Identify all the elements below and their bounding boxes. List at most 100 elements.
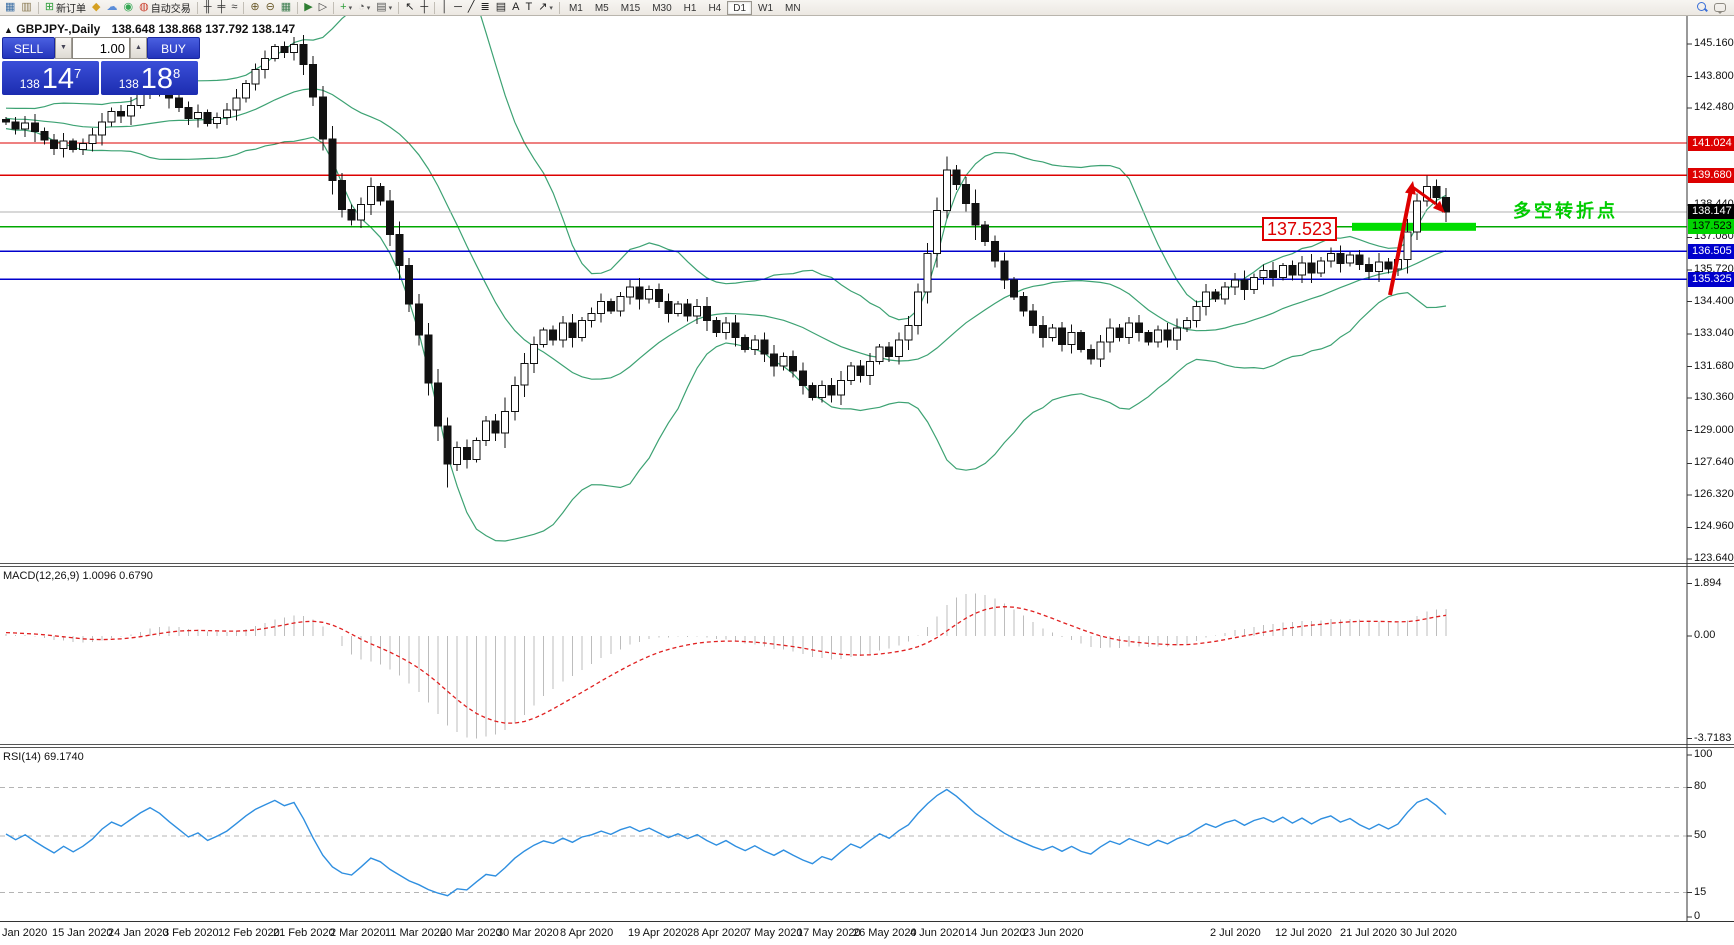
new-order-button-label: 新订单 <box>56 4 87 15</box>
candlestick-chart-icon[interactable]: ╪ <box>215 0 229 15</box>
candle-bear <box>434 382 442 427</box>
sell-price-box[interactable]: 138 14 7 <box>2 61 99 95</box>
candle-bear <box>962 183 970 204</box>
channel-icon: ▤ <box>495 1 507 13</box>
add-indicator-button[interactable]: + ▾ <box>337 0 355 15</box>
pivot-annotation-text[interactable]: 多空转折点 <box>1513 201 1618 221</box>
crosshair-icon[interactable]: ┼ <box>417 0 431 15</box>
candle-bull <box>837 380 846 396</box>
candle-bear <box>1038 324 1047 338</box>
auto-trading-button-label: 自动交易 <box>150 4 191 15</box>
signals-icon[interactable]: ◉ <box>121 0 137 15</box>
candle-bear <box>386 200 394 235</box>
templates-button[interactable]: ▤ ▾ <box>373 0 395 15</box>
rsi-tick-label: 100 <box>1694 748 1713 760</box>
buy-price-box[interactable]: 138 18 8 <box>101 61 198 95</box>
date-tick-label: 2 Jul 2020 <box>1210 927 1261 939</box>
one-click-trading-panel: SELL ▼ ▲ BUY 138 14 7 138 18 8 <box>2 37 200 95</box>
candle-bear <box>770 353 778 367</box>
timeframe-h4[interactable]: H4 <box>708 2 722 14</box>
dropdown-arrow-icon[interactable]: ▾ <box>348 4 353 12</box>
timeframe-mn[interactable]: MN <box>785 2 801 14</box>
bar-chart-icon[interactable]: ╫ <box>201 0 215 15</box>
timeframe-d1[interactable]: D1 <box>727 0 753 15</box>
volume-decrease-button[interactable]: ▼ <box>55 37 72 59</box>
sell-button[interactable]: SELL <box>2 37 55 59</box>
styler-icon[interactable]: ◆ <box>89 0 103 15</box>
styler-icon: ◆ <box>92 1 101 13</box>
cursor-icon[interactable]: ↖ <box>402 0 417 15</box>
zoom-out-icon[interactable]: ⊖ <box>263 0 278 15</box>
sell-price-sup: 7 <box>74 66 82 81</box>
dropdown-arrow-icon[interactable]: ▾ <box>549 4 553 12</box>
timeframe-m1[interactable]: M1 <box>568 2 583 14</box>
dropdown-arrow-icon[interactable]: ▾ <box>388 4 393 12</box>
periods-button[interactable]: ◔ ▾ <box>355 0 373 15</box>
text-label-icon[interactable]: T <box>522 0 535 15</box>
candle-bull <box>21 122 30 130</box>
timeframe-w1[interactable]: W1 <box>758 2 774 14</box>
timeframe-h1[interactable]: H1 <box>683 2 697 14</box>
volume-increase-button[interactable]: ▲ <box>130 37 147 59</box>
price-tick-label: 143.800 <box>1694 69 1734 82</box>
price-level-tag[interactable]: 137.523 <box>1262 217 1337 241</box>
toolbar-separator <box>558 1 560 14</box>
sell-price-big: 14 <box>41 63 75 95</box>
toolbar-separator <box>196 1 198 14</box>
timeframe-m15[interactable]: M15 <box>620 2 641 14</box>
toolbar-separator <box>37 1 39 14</box>
search-icon[interactable] <box>1697 2 1708 13</box>
candle-bull <box>894 339 903 358</box>
fibonacci-icon[interactable]: ≣ <box>478 0 493 15</box>
charts-window-icon[interactable]: ▦ <box>2 0 18 15</box>
candle-bull <box>366 186 375 206</box>
horizontal-line-icon[interactable]: ─ <box>451 0 465 15</box>
candle-bear <box>309 64 318 98</box>
dropdown-arrow-icon[interactable]: ▾ <box>366 4 371 12</box>
date-tick-label: 19 Apr 2020 <box>628 927 688 939</box>
candle-bull <box>510 384 519 413</box>
date-tick-label: 28 Apr 2020 <box>687 927 747 939</box>
macd-signal-line <box>5 606 1447 724</box>
volume-input[interactable] <box>72 37 130 59</box>
preview-icon: ▥ <box>21 1 32 13</box>
mql5-community-icon[interactable]: ☁ <box>104 0 121 15</box>
preview-icon[interactable]: ▥ <box>18 0 34 15</box>
zoom-in-icon[interactable]: ⊕ <box>247 0 262 15</box>
trend-arrow-annotation[interactable] <box>1388 181 1445 296</box>
candle-bear <box>798 370 807 386</box>
timeframe-m30[interactable]: M30 <box>652 2 672 14</box>
price-tick-label: 126.320 <box>1694 487 1734 500</box>
zoom-in-icon: ⊕ <box>250 1 260 13</box>
arrow-objects-icon[interactable]: ↗ ▾ <box>535 0 556 15</box>
candle-bull <box>722 322 730 334</box>
timeframe-m5[interactable]: M5 <box>594 2 609 14</box>
candle-bear <box>1307 262 1316 274</box>
text-icon[interactable]: A <box>509 0 522 15</box>
candle-bear <box>2 119 10 123</box>
collapse-arrow-icon[interactable]: ▲ <box>4 25 13 35</box>
candle-bull <box>1192 305 1201 322</box>
candle-bear <box>1288 265 1297 276</box>
candle-bull <box>578 320 586 339</box>
auto-scroll-icon[interactable]: ▶ <box>301 0 315 15</box>
channel-icon[interactable]: ▤ <box>493 0 509 15</box>
candle-bear <box>443 425 452 465</box>
buy-button[interactable]: BUY <box>147 37 200 59</box>
candle-bear <box>184 107 193 119</box>
chart-shift-icon[interactable]: ▷ <box>316 0 330 15</box>
new-order-button[interactable]: ⊞ 新订单 <box>42 0 89 15</box>
trend-line-icon[interactable]: ╱ <box>465 0 478 15</box>
chat-icon[interactable] <box>1714 3 1726 14</box>
candle-bull <box>1154 329 1162 343</box>
auto-trading-button[interactable]: ◍ 自动交易 <box>136 0 194 15</box>
mql5-community-icon: ☁ <box>106 1 118 13</box>
candle-bull <box>1096 341 1105 360</box>
macd-tick-label: 1.894 <box>1694 576 1722 589</box>
candle-bull <box>222 109 231 118</box>
tile-windows-icon[interactable]: ▦ <box>278 0 294 15</box>
line-chart-icon[interactable]: ≈ <box>228 0 240 15</box>
vertical-line-icon[interactable]: │ <box>438 0 451 15</box>
